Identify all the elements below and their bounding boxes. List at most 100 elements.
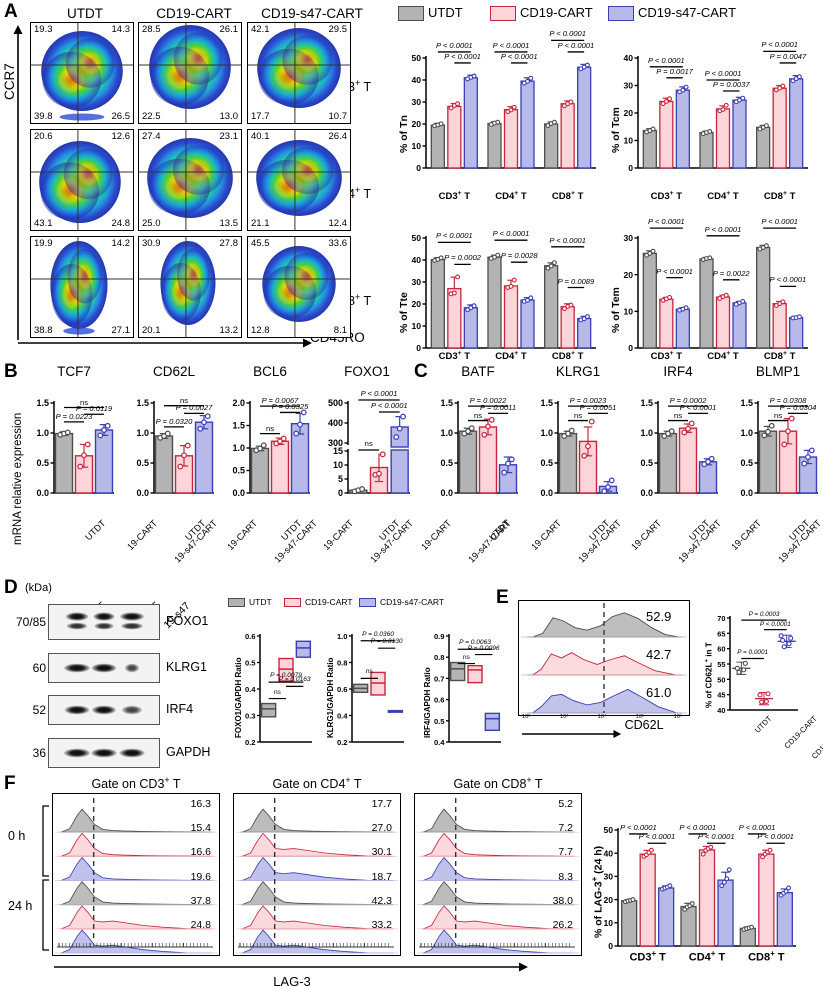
x-category-label: CD3+ T xyxy=(650,350,683,363)
svg-text:1.5: 1.5 xyxy=(232,421,245,431)
flow-quadrant-ur: 14.3 xyxy=(111,24,131,35)
x-category-label: CD3+ T xyxy=(629,949,666,964)
lag3-percent: 24.8 xyxy=(190,918,211,931)
svg-text:30: 30 xyxy=(411,277,421,287)
flow-quadrant-lr: 8.1 xyxy=(333,325,347,336)
p-value-annotation: P = 0.0001 xyxy=(737,649,769,657)
p-value-annotation: ns xyxy=(79,397,89,407)
svg-text:0: 0 xyxy=(628,343,633,353)
blot-lane-box[interactable] xyxy=(48,695,160,725)
timepoint-bracket-0 xyxy=(40,804,50,880)
p-value-annotation: P < 0.0001 xyxy=(370,401,408,410)
lag3-percent: 17.7 xyxy=(371,798,392,810)
flow-plot[interactable]: 28.5 26.1 22.5 13.0 xyxy=(138,22,242,124)
flow-plot[interactable]: 30.9 27.8 20.1 13.2 xyxy=(138,236,242,338)
blot-protein-label: IRF4 xyxy=(166,702,194,716)
lag3-percent: 42.3 xyxy=(371,894,392,907)
svg-text:0.0: 0.0 xyxy=(136,488,149,498)
svg-text:1.5: 1.5 xyxy=(36,398,49,408)
flow-quadrant-ul: 19.3 xyxy=(34,24,53,35)
p-value-annotation: P = 0.0003 xyxy=(748,611,780,619)
flow-quadrant-lr: 27.1 xyxy=(111,325,131,336)
flow-quadrant-ul: 45.5 xyxy=(251,238,270,249)
flow-quadrant-ur: 33.6 xyxy=(328,238,348,249)
flow-quadrant-lr: 12.4 xyxy=(328,218,348,229)
lag3-histogram-box[interactable]: 5.2 7.2 7.7 8.3 38.0 26.2 xyxy=(414,793,582,956)
lag3-histogram-box[interactable]: 16.3 15.4 16.6 19.6 37.8 24.8 xyxy=(52,793,220,956)
svg-text:0.6: 0.6 xyxy=(245,632,256,641)
flow-plot[interactable]: 40.1 26.4 21.1 12.4 xyxy=(247,129,351,231)
p-value-annotation: P < 0.0001 xyxy=(679,403,717,413)
lag3-x-axis xyxy=(52,960,532,974)
flow-quadrant-ul: 40.1 xyxy=(251,131,270,142)
lag3-percent: 26.2 xyxy=(552,918,573,931)
gate-header-1: Gate on CD4+ T xyxy=(272,775,362,792)
timepoint-bracket-1 xyxy=(40,878,50,954)
p-value-annotation: ns xyxy=(773,410,783,420)
p-value-annotation: P < 0.0001 xyxy=(738,822,776,832)
legend-swatch-1 xyxy=(284,598,301,607)
x-tick-label: 19-CART xyxy=(125,518,160,553)
svg-text:1.0: 1.0 xyxy=(136,428,149,438)
chart-title: TCF7 xyxy=(57,364,91,379)
lag3-percent: 16.6 xyxy=(190,846,211,859)
chart-lag3-pct: 0 10 20 30 40 50 % of LAG-3+ (24 h) CD3+ T CD4+ … xyxy=(588,798,800,968)
chart-plot-area: 0.0 0.5 1.0 1.5 P = 0.0002 P < 0.0001 ns xyxy=(632,381,724,501)
histogram-box[interactable] xyxy=(518,600,690,716)
legend-label-1: CD19-CART xyxy=(305,597,353,607)
p-value-annotation: P = 0.0163 xyxy=(278,676,311,684)
svg-text:0.5: 0.5 xyxy=(440,458,453,468)
y-axis-label: FOXO1/GAPDH Ratio xyxy=(234,657,243,738)
p-value-annotation: P < 0.0001 xyxy=(444,51,481,61)
y-axis-label: % of Tn xyxy=(398,115,410,153)
flow-quadrant-ur: 14.2 xyxy=(111,238,131,249)
flow-quadrant-ll: 25.0 xyxy=(142,218,161,229)
panel-c-letter: C xyxy=(414,361,428,382)
flow-x-axis-arrow xyxy=(18,338,312,348)
p-value-annotation: P = 0.0223 xyxy=(55,411,93,421)
chart-plot-area: 0.0 0.5 1.0 1.5 P = 0.0023 P = 0.0051 ns xyxy=(532,381,624,501)
lag3-histogram-box[interactable]: 17.7 27.0 30.1 18.7 42.3 33.2 xyxy=(233,793,401,956)
histogram-percent: 52.9 xyxy=(646,609,672,624)
flow-plot[interactable]: 19.3 14.3 39.8 26.5 xyxy=(30,22,134,124)
panel-d-letter: D xyxy=(4,577,18,598)
x-tick-label: 19-CART xyxy=(629,518,664,553)
p-value-annotation: P < 0.0001 xyxy=(557,40,595,50)
svg-text:300: 300 xyxy=(328,438,343,448)
legend-swatch-0 xyxy=(228,598,245,607)
svg-text:0.2: 0.2 xyxy=(337,738,348,747)
blot-lane-box[interactable] xyxy=(48,604,160,640)
blot-protein-label: FOXO1 xyxy=(166,614,209,628)
flow-plot[interactable]: 20.6 12.6 43.1 24.8 xyxy=(30,129,134,231)
x-category-label: CD8+ T xyxy=(763,350,796,363)
x-category-label: CD3+ T xyxy=(438,190,471,203)
blot-lane-box[interactable] xyxy=(48,653,160,683)
p-value-annotation: P = 0.0096 xyxy=(467,644,500,652)
chart-plot-area: 0.0 0.5 1.0 1.5 P = 0.0308 P = 0.0304 ns xyxy=(732,381,823,501)
p-value-annotation: P < 0.0001 xyxy=(549,29,586,39)
lag3-percent: 38.0 xyxy=(552,894,573,907)
chart-plot-area: 0.0 0.5 1.0 1.5 ns P = 0.0027 P = 0.0320 xyxy=(128,381,220,501)
flow-plot[interactable]: 42.1 29.5 17.7 10.7 xyxy=(247,22,351,124)
p-value-annotation: P = 0.0360 xyxy=(362,630,394,638)
x-tick-label: 19-CART xyxy=(419,518,454,553)
flow-plot[interactable]: 45.5 33.6 12.8 8.1 xyxy=(247,236,351,338)
svg-text:0.0: 0.0 xyxy=(740,488,753,498)
x-tick-label: 19-CART xyxy=(529,518,564,553)
blot-lane-box[interactable] xyxy=(48,738,160,768)
flow-plot[interactable]: 19.9 14.2 38.8 27.1 xyxy=(30,236,134,338)
svg-text:0.4: 0.4 xyxy=(434,738,445,747)
svg-text:0.0: 0.0 xyxy=(232,488,245,498)
svg-text:0.5: 0.5 xyxy=(232,466,245,476)
svg-text:40: 40 xyxy=(717,706,725,715)
svg-text:20: 20 xyxy=(623,108,633,118)
svg-text:0.5: 0.5 xyxy=(740,458,753,468)
svg-text:15: 15 xyxy=(333,446,343,456)
svg-text:0.7: 0.7 xyxy=(434,674,445,683)
flow-plot[interactable]: 27.4 23.1 25.0 13.5 xyxy=(138,129,242,231)
x-category-label: CD8+ T xyxy=(551,350,584,363)
p-value-annotation: P < 0.0001 xyxy=(549,235,586,245)
p-value-annotation: P < 0.0001 xyxy=(435,231,473,241)
p-value-annotation: ns xyxy=(573,410,583,420)
lag3-percent: 18.7 xyxy=(371,870,392,883)
